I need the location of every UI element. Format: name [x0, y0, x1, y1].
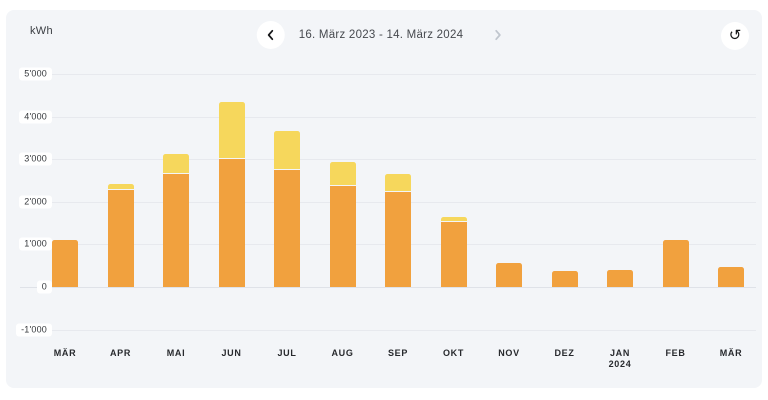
x-axis-label: NOV — [498, 348, 520, 358]
bar-segment-consumption-orange[interactable] — [107, 189, 134, 287]
gridline — [20, 74, 756, 75]
bar-segment-consumption-orange[interactable] — [163, 174, 189, 287]
chevron-right-icon — [490, 28, 504, 42]
x-axis-label: MAI — [166, 348, 186, 358]
x-axis-label: AUG — [331, 348, 354, 358]
gridline — [20, 329, 756, 331]
reset-counterclockwise-icon: ↺ — [728, 25, 742, 44]
plot-area: 5'000 4'000 3'000 2'000 1'000 0 -1'000 MÄR APR MA… — [6, 10, 762, 388]
bar-segment-consumption-orange[interactable] — [385, 191, 411, 287]
bar-segment-consumption-yellow[interactable] — [329, 162, 356, 186]
y-axis-label: 3'000 — [6, 152, 52, 166]
bar-segment-consumption-orange[interactable] — [662, 240, 689, 287]
bar-segment-consumption-orange[interactable] — [274, 169, 300, 287]
energy-chart-card: kWh 16. März 2023 - 14. März 2024 ↺ 5'00… — [6, 10, 762, 388]
y-axis-label: 2'000 — [6, 195, 52, 209]
bar-segment-consumption-orange[interactable] — [329, 186, 356, 287]
chevron-left-icon — [264, 28, 278, 42]
bar-segment-consumption-orange[interactable] — [607, 269, 633, 287]
bar-segment-consumption-yellow[interactable] — [440, 216, 467, 221]
next-period-button[interactable] — [483, 21, 511, 49]
bar-segment-consumption-yellow[interactable] — [107, 184, 134, 189]
x-axis-label: DEZ — [554, 348, 575, 358]
x-axis-label: JUL — [277, 348, 297, 358]
bar-segment-consumption-yellow[interactable] — [274, 130, 300, 169]
x-axis-label: FEB — [665, 348, 686, 358]
gridline — [20, 116, 756, 118]
date-range-label: 16. März 2023 - 14. März 2024 — [298, 29, 464, 41]
x-axis-label: MÄR — [53, 348, 77, 358]
bar-segment-consumption-yellow[interactable] — [385, 173, 411, 191]
bar-segment-consumption-orange[interactable] — [718, 266, 744, 287]
y-axis-label: 5'000 — [6, 67, 52, 81]
date-range-navigator: 16. März 2023 - 14. März 2024 — [256, 21, 512, 49]
bar-segment-consumption-yellow[interactable] — [218, 101, 245, 159]
y-axis-label: 4'000 — [6, 110, 52, 124]
x-axis-label: JAN 2024 — [608, 348, 632, 369]
bar-segment-consumption-orange[interactable] — [496, 263, 522, 287]
prev-period-button[interactable] — [256, 21, 285, 49]
x-axis-label: APR — [109, 348, 132, 358]
y-axis-label: -1'000 — [6, 323, 52, 337]
y-axis-label: 1'000 — [6, 237, 52, 251]
bar-segment-consumption-orange[interactable] — [551, 270, 578, 287]
gridline — [20, 287, 756, 288]
reset-zoom-button[interactable]: ↺ — [721, 22, 749, 50]
x-axis-label: SEP — [387, 348, 409, 358]
bar-segment-consumption-orange[interactable] — [218, 159, 245, 287]
bar-segment-consumption-yellow[interactable] — [163, 153, 189, 174]
x-axis-label: JUN — [221, 348, 242, 358]
x-axis-label: OKT — [442, 348, 465, 358]
x-axis-label: MÄR — [719, 348, 743, 358]
y-axis-label: 0 — [6, 280, 52, 294]
gridline — [20, 159, 756, 161]
unit-label: kWh — [30, 25, 53, 37]
bar-segment-consumption-orange[interactable] — [52, 240, 78, 287]
bar-segment-consumption-orange[interactable] — [440, 221, 467, 287]
